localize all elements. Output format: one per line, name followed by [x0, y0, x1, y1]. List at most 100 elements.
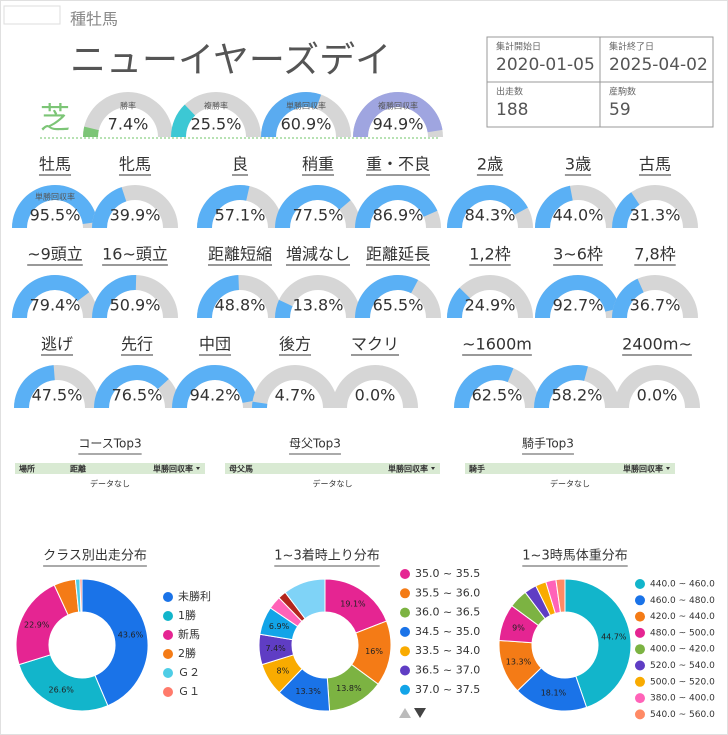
legend-swatch: [635, 660, 645, 671]
stat-value: 2020-01-05: [496, 55, 595, 75]
pie-slice: [18, 654, 109, 712]
legend-swatch: [635, 693, 645, 704]
gauge-title: 距離短縮: [208, 245, 272, 264]
gauge-fill: [14, 365, 55, 408]
gauge-fill: [92, 187, 127, 228]
stat-box: [599, 81, 714, 128]
stat-box: [486, 81, 601, 128]
gauge-fill: [94, 364, 169, 408]
gauge-value: 92.7%: [553, 296, 604, 315]
table-column: 場所: [19, 464, 35, 474]
gauge-track: [252, 365, 338, 408]
legend-label: 460.0 ~ 480.0: [650, 596, 715, 606]
gauge-fill: [197, 275, 239, 318]
gauge-track: [275, 275, 361, 318]
stat-label: 出走数: [496, 86, 523, 98]
gauge-fill: [535, 274, 620, 318]
logo-box: [3, 5, 61, 25]
gauge-value: 7.4%: [108, 115, 149, 134]
legend-swatch: [163, 649, 173, 659]
slice-label: 13.8%: [336, 684, 362, 693]
gauge-value: 95.5%: [30, 206, 81, 225]
gauge-value: 84.3%: [465, 206, 516, 225]
gauge-value: 79.4%: [30, 296, 81, 315]
gauge-track: [83, 92, 173, 137]
pager-down[interactable]: [414, 708, 426, 718]
table-header: [225, 463, 440, 474]
gauge-track: [171, 92, 261, 137]
gauge-fill: [612, 278, 644, 318]
legend-label: 420.0 ~ 440.0: [650, 612, 715, 622]
legend-label: 540.0 ~ 560.0: [650, 710, 715, 720]
gauge-title: 牡馬: [39, 155, 71, 174]
legend-swatch: [400, 569, 410, 579]
table-column: 単勝回収率: [388, 464, 428, 474]
table-column: 距離: [70, 464, 86, 474]
stat-box: [599, 36, 714, 83]
sort-icon: [196, 467, 200, 470]
gauge-metric: 単勝回収率: [286, 101, 326, 111]
stat-label: 集計開始日: [496, 41, 541, 53]
table-title: 母父Top3: [289, 437, 341, 451]
pager-up[interactable]: [399, 708, 411, 718]
gauge-fill: [612, 192, 640, 228]
gauge-fill: [454, 365, 514, 408]
gauge-value: 0.0%: [637, 386, 678, 405]
gauge-metric: 勝率: [120, 101, 136, 111]
legend-swatch: [400, 665, 410, 676]
slice-label: 7.4%: [265, 644, 286, 653]
slice-label: 26.6%: [48, 685, 74, 694]
gauge-value: 94.9%: [373, 115, 424, 134]
section-label: 種牡馬: [70, 10, 118, 29]
gauge-title: 3~6枠: [553, 245, 603, 264]
gauge-fill: [355, 184, 438, 228]
gauge-value: 65.5%: [373, 296, 424, 315]
pager[interactable]: [399, 708, 426, 718]
gauge-fill: [92, 274, 137, 318]
legend-label: 440.0 ~ 460.0: [650, 580, 715, 590]
legend-label: 1勝: [178, 608, 196, 622]
gauge-track: [447, 275, 533, 318]
legend-swatch: [635, 611, 645, 622]
pie-slice: [79, 578, 83, 613]
legend-swatch: [400, 646, 410, 657]
gauge-fill: [275, 299, 293, 318]
legend-swatch: [400, 588, 410, 599]
gauge-fill: [197, 185, 250, 228]
gauge-value: 50.9%: [110, 296, 161, 315]
chart-title: 1~3着時上り分布: [274, 548, 379, 564]
legend-label: 35.0 ~ 35.5: [415, 567, 480, 580]
legend-swatch: [635, 676, 645, 687]
legend-label: 新馬: [178, 627, 200, 641]
sort-icon: [431, 467, 435, 470]
slice-label: 13.3%: [506, 657, 532, 666]
table-column: 母父馬: [229, 465, 253, 474]
gauge-title: 16~頭立: [102, 245, 168, 264]
legend-label: Ｇ２: [178, 666, 200, 679]
legend-label: 480.0 ~ 500.0: [650, 628, 715, 638]
gauge-fill: [275, 185, 351, 228]
table-column: 単勝回収率: [623, 464, 663, 474]
gauge-title: 逃げ: [41, 335, 73, 354]
legend-label: 33.5 ~ 34.0: [415, 644, 480, 657]
sort-icon: [666, 467, 670, 470]
slice-label: 44.7%: [601, 632, 627, 641]
gauge-value: 76.5%: [112, 386, 163, 405]
gauge-fill: [535, 185, 573, 228]
gauge-metric: 複勝回収率: [378, 101, 418, 111]
stat-label: 集計終了日: [609, 41, 654, 53]
gauge-value: 4.7%: [275, 386, 316, 405]
legend-swatch: [400, 684, 410, 695]
pie-slice: [284, 578, 326, 620]
gauge-fill: [353, 92, 443, 137]
gauge-fill: [172, 365, 258, 408]
table-empty: データなし: [550, 479, 590, 489]
gauge-value: 25.5%: [191, 115, 242, 134]
table-title: コースTop3: [78, 437, 141, 451]
slice-label: 22.9%: [24, 620, 50, 629]
slice-label: 6.9%: [269, 622, 290, 631]
gauge-fill: [12, 185, 98, 228]
slice-label: 19.1%: [340, 600, 366, 609]
gauge-value: 48.8%: [215, 296, 266, 315]
